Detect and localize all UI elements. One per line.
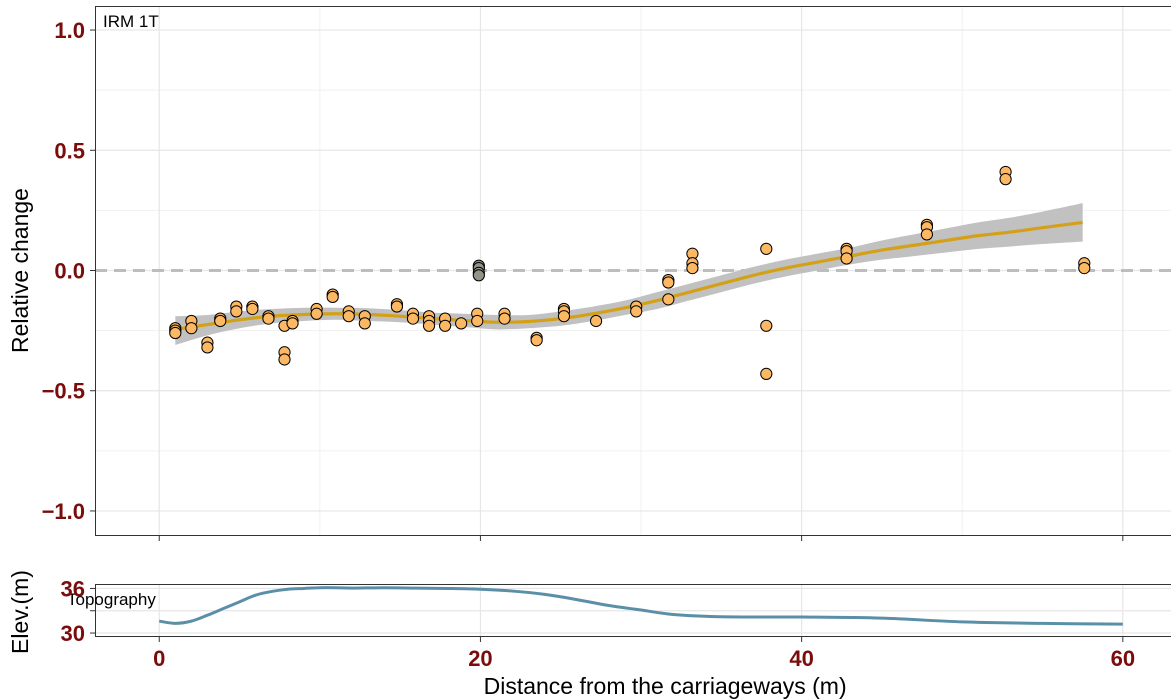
data-point [630,305,643,318]
main-panel-border [95,6,1171,536]
topography-y-tick-label: 36 [61,576,85,601]
data-point [662,293,675,306]
data-point [214,314,227,328]
topography-y-tick-label: 30 [61,621,85,646]
data-point [310,307,323,320]
data-point [185,322,198,335]
outlier-points [472,259,485,282]
data-point [686,261,699,275]
data-point [358,317,371,330]
data-point [589,314,603,328]
x-tick-label: 60 [1111,646,1135,671]
data-point [471,314,484,328]
data-point [662,276,675,289]
topography-y-axis-title: Elev.(m) [7,570,33,654]
topography-y-axis-ticks: 30 36 [61,576,95,646]
data-point [342,310,355,323]
data-point [390,300,404,313]
data-point [406,312,420,325]
y-tick-label: −0.5 [42,379,85,404]
data-point [760,319,773,332]
y-tick-label: −1.0 [42,499,85,524]
data-point [760,242,773,255]
x-tick-label: 40 [789,646,813,671]
panel-label-topography: Topography [67,590,156,609]
smooth-trend-line [175,220,1083,331]
data-point [760,367,773,380]
topography-panel-border [95,584,1171,637]
main-panel: IRM 1T −1.0 −0.5 0.0 0.5 1.0 [42,6,1171,541]
main-y-axis-ticks: −1.0 −0.5 0.0 0.5 1.0 [42,18,95,524]
x-tick-label: 20 [468,646,492,671]
y-tick-label: 0.0 [54,259,85,284]
data-point [1078,261,1091,275]
elevation-line [159,586,1123,626]
main-x-axis-ticks [158,535,1124,541]
data-point [278,353,291,366]
data-point [999,173,1012,186]
data-point [422,319,436,332]
data-point [439,319,452,332]
data-point [840,252,853,265]
x-tick-label: 0 [153,646,165,671]
data-points [169,165,1091,380]
panel-label-irm: IRM 1T [103,12,159,31]
x-axis-title: Distance from the carriageways (m) [484,673,847,699]
topography-gridlines [95,584,1171,636]
outlier-point [472,269,485,282]
y-axis-title: Relative change [7,188,33,353]
data-point [530,334,543,347]
data-point [326,290,339,304]
x-axis-ticks: 0 20 40 60 [153,636,1135,671]
topography-panel: Topography 30 36 0 20 40 60 [61,576,1171,671]
y-tick-label: 0.5 [54,138,85,163]
data-point [920,228,933,241]
data-point [201,341,214,354]
data-point [169,326,182,340]
data-point [230,305,243,318]
y-tick-label: 1.0 [54,18,85,43]
data-point [557,310,571,323]
data-point [498,312,511,325]
data-point [246,302,259,316]
data-point [286,317,299,330]
data-point [455,317,468,330]
data-point [262,312,275,325]
